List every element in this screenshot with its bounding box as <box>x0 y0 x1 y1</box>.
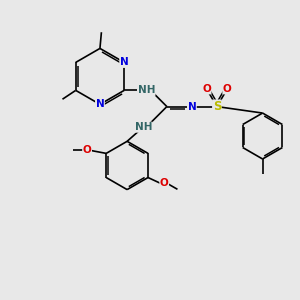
Text: N: N <box>120 57 128 68</box>
Text: NH: NH <box>137 85 155 95</box>
Text: O: O <box>160 178 169 188</box>
Text: NH: NH <box>135 122 152 132</box>
Text: N: N <box>96 99 104 110</box>
Text: O: O <box>83 146 92 155</box>
Text: O: O <box>202 84 211 94</box>
Text: O: O <box>223 84 232 94</box>
Text: N: N <box>188 102 196 112</box>
Text: S: S <box>213 100 221 113</box>
